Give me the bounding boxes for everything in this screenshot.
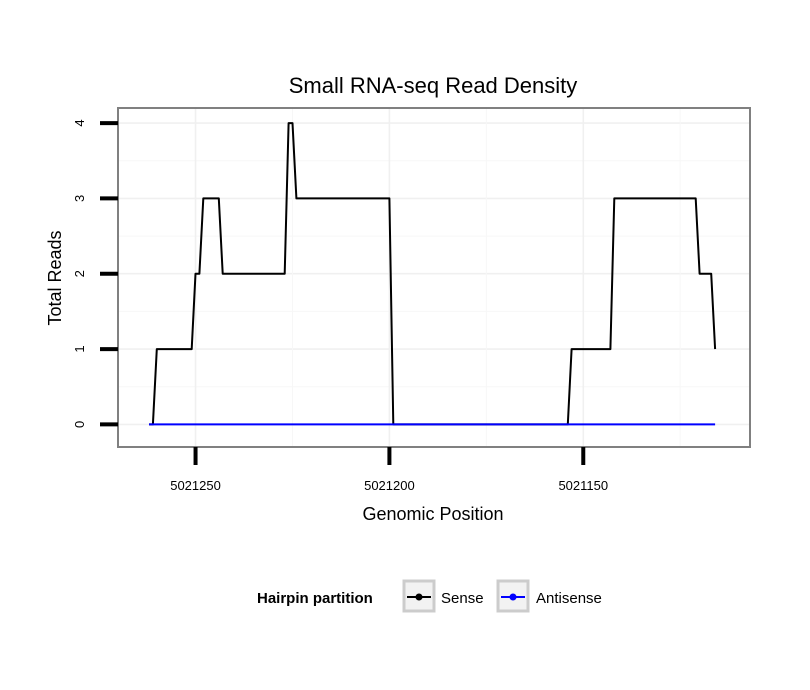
series-group bbox=[149, 122, 717, 426]
y-tick-label: 1 bbox=[72, 345, 87, 352]
plot-border bbox=[117, 107, 751, 448]
x-tick-label: 5021250 bbox=[170, 478, 221, 493]
y-axis-title: Total Reads bbox=[45, 230, 65, 325]
legend-label-antisense: Antisense bbox=[536, 590, 602, 607]
y-axis: 0 1 2 3 4 bbox=[72, 119, 118, 428]
chart-title: Small RNA-seq Read Density bbox=[289, 73, 578, 98]
x-tick-label: 5021150 bbox=[558, 478, 608, 493]
legend-item-sense: Sense bbox=[402, 579, 484, 613]
legend: Hairpin partition Sense Antisense bbox=[257, 579, 602, 613]
legend-dot-sense bbox=[415, 593, 423, 601]
y-tick-label: 2 bbox=[72, 270, 87, 277]
grid bbox=[118, 108, 750, 447]
legend-item-antisense: Antisense bbox=[496, 579, 602, 613]
x-axis-title: Genomic Position bbox=[362, 504, 503, 524]
y-tick-label: 3 bbox=[72, 195, 87, 202]
x-tick-label: 5021200 bbox=[364, 478, 415, 493]
y-tick-label: 0 bbox=[72, 421, 87, 428]
legend-label-sense: Sense bbox=[441, 590, 484, 607]
x-axis: 5021250 5021200 5021150 bbox=[170, 447, 608, 493]
y-tick-label: 4 bbox=[72, 119, 87, 126]
legend-dot-antisense bbox=[509, 593, 517, 601]
legend-title: Hairpin partition bbox=[257, 590, 373, 607]
series-line-sense bbox=[149, 122, 717, 426]
